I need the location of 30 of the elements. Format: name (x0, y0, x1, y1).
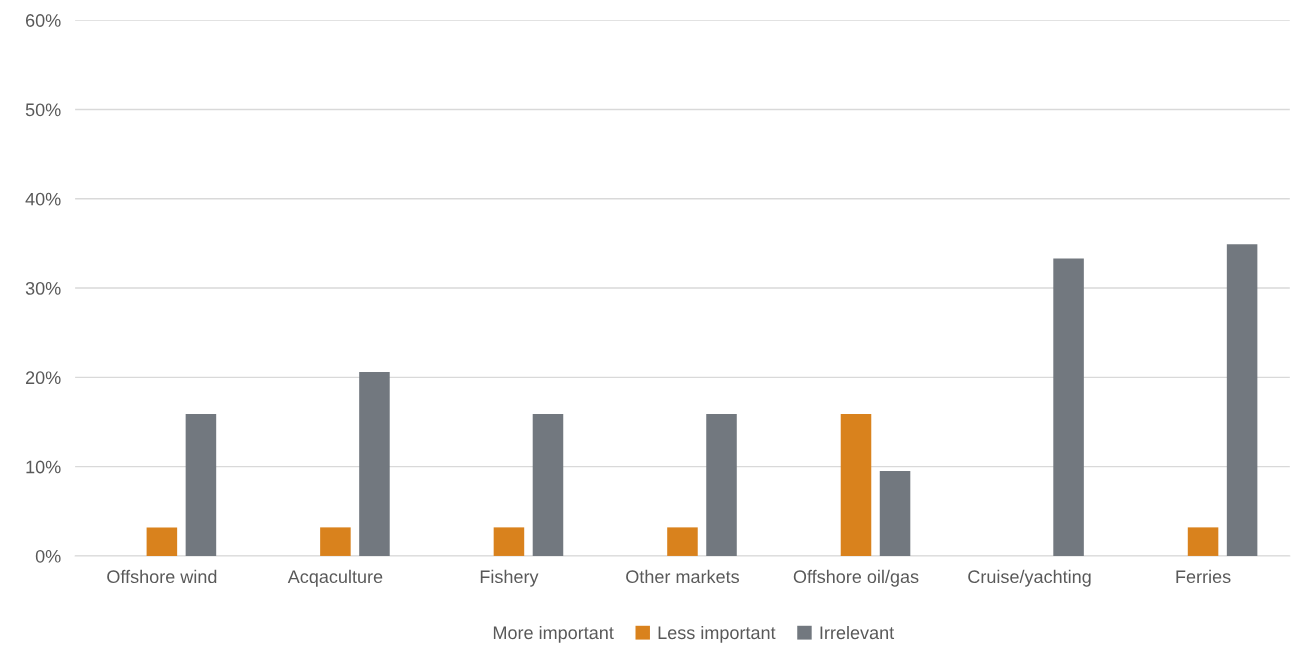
bar (1053, 258, 1084, 556)
x-tick-label: Cruise/yachting (968, 569, 1091, 587)
y-tick-label: 10% (26, 460, 61, 474)
y-tick-label: 20% (25, 371, 61, 385)
bar (320, 527, 351, 556)
bar (1226, 244, 1258, 556)
bar (493, 527, 525, 556)
x-tick-label: Other markets (626, 569, 740, 584)
y-tick-label: 60% (26, 14, 61, 27)
x-tick-label: Offshore oil/gas (793, 569, 919, 587)
legend-label: Less important (658, 625, 776, 643)
bar (879, 471, 911, 556)
bar (146, 527, 178, 556)
y-tick-label: 30% (25, 282, 61, 295)
bar (532, 413, 564, 556)
y-tick-label: 40% (25, 192, 61, 206)
bar (359, 372, 390, 556)
bar (840, 413, 872, 556)
bar (1187, 527, 1219, 556)
legend-label: Irrelevant (820, 625, 895, 640)
x-tick-label: Offshore wind (107, 569, 217, 584)
bar (185, 413, 217, 556)
x-tick-label: Acqaculture (287, 569, 383, 587)
y-tick-label: 50% (25, 103, 61, 117)
x-tick-label: Ferries (1176, 569, 1231, 584)
y-tick-label: 0% (35, 549, 61, 563)
bar (706, 413, 737, 556)
bar (667, 527, 698, 556)
x-tick-label: Fishery (480, 569, 539, 587)
text: More important (493, 625, 614, 643)
